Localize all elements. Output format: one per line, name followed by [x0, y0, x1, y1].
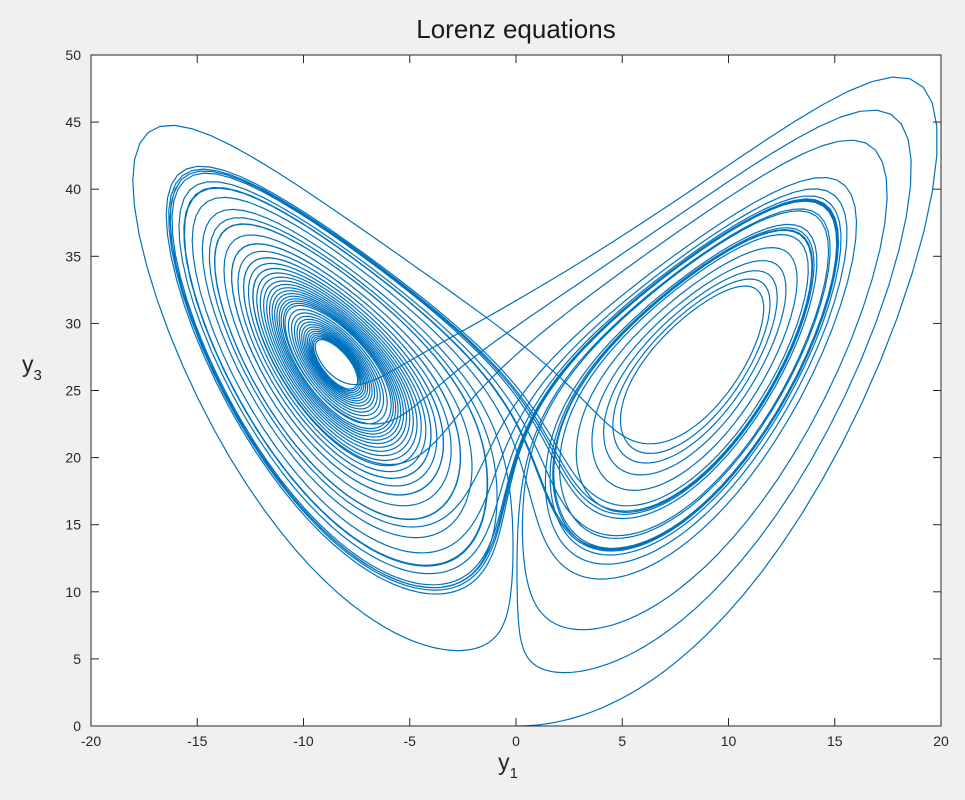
- y-tick-label: 25: [65, 383, 81, 399]
- x-tick-label: -5: [404, 733, 417, 749]
- x-tick-label: 20: [933, 733, 949, 749]
- y-tick-label: 0: [73, 718, 81, 734]
- axes-box: [90, 54, 942, 727]
- y-axis-label-base: y: [22, 351, 34, 377]
- x-tick-label: -15: [187, 733, 207, 749]
- y-tick-label: 50: [65, 47, 81, 63]
- x-axis-label-base: y: [498, 749, 510, 775]
- curve-layer: [132, 76, 938, 726]
- x-tick-label: -10: [293, 733, 313, 749]
- y-tick-label: 15: [65, 517, 81, 533]
- y-axis-label-subscript: 3: [34, 367, 42, 384]
- y-tick-label: 20: [65, 450, 81, 466]
- x-tick-label: 10: [721, 733, 737, 749]
- x-tick-label: 0: [512, 733, 520, 749]
- x-axis-label: y1: [498, 749, 518, 782]
- y-tick-label: 30: [65, 315, 81, 331]
- x-axis: -20 -15 -10 -5 0 5 10 15 20: [81, 55, 949, 749]
- x-tick-label: -20: [81, 733, 101, 749]
- x-tick-label: 15: [827, 733, 843, 749]
- x-tick-label: 5: [618, 733, 626, 749]
- y-tick-label: 5: [73, 651, 81, 667]
- chart-title: Lorenz equations: [416, 14, 615, 44]
- lorenz-trajectory-line: [132, 76, 938, 726]
- y-tick-label: 40: [65, 181, 81, 197]
- y-tick-label: 35: [65, 248, 81, 264]
- y-axis-label: y3: [22, 351, 42, 384]
- y-tick-label: 45: [65, 114, 81, 130]
- x-axis-label-subscript: 1: [510, 765, 518, 782]
- y-tick-label: 10: [65, 584, 81, 600]
